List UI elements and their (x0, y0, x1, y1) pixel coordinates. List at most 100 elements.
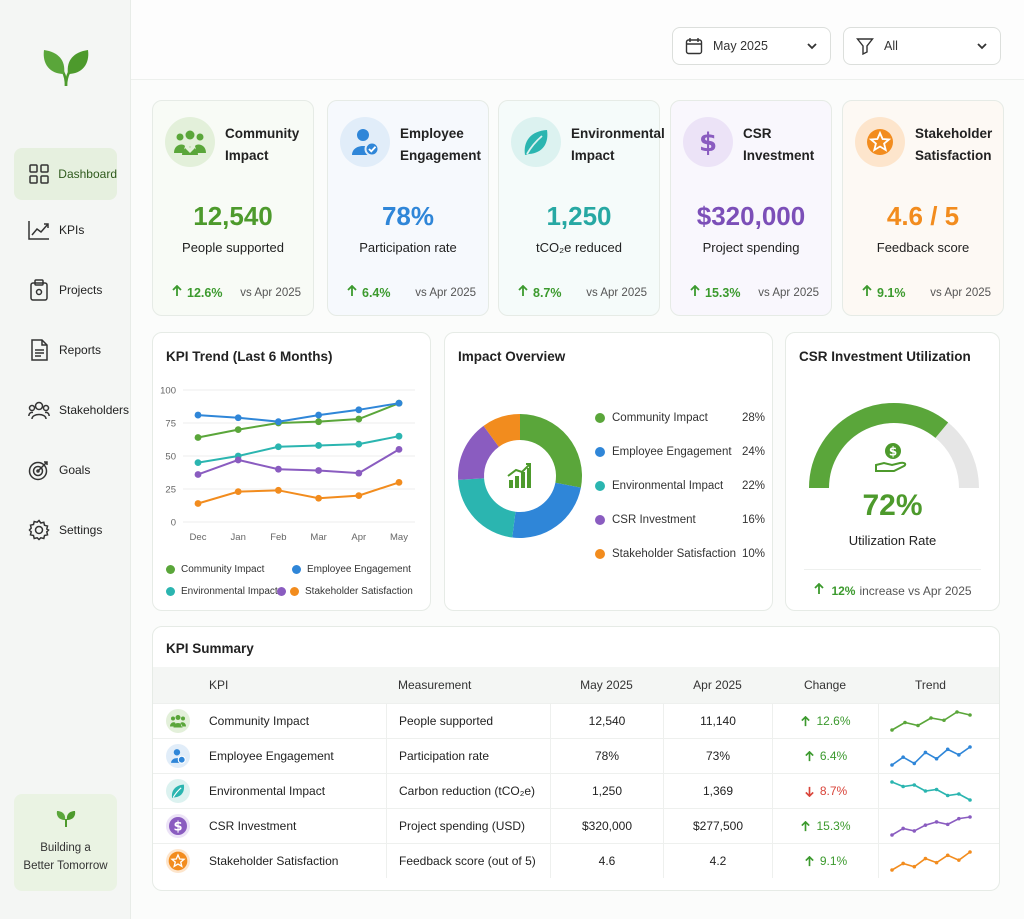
cell-change-value: 6.4% (819, 749, 848, 763)
panel-title: Impact Overview (458, 349, 566, 364)
kpi-title-line-2: Impact (571, 148, 615, 163)
sparkline-path (891, 746, 971, 766)
sidebar-item-projects[interactable]: Projects (14, 264, 117, 316)
kpi-subtitle: Project spending (702, 240, 800, 255)
arrow-up-icon (517, 284, 529, 300)
data-point (315, 411, 322, 419)
kpi-card-environmental[interactable]: Environmental Impact 1,250 tCO₂e reduced… (498, 100, 665, 316)
arrow-up-icon (171, 284, 183, 300)
sparkline-point (923, 823, 928, 827)
x-tick-label: Mar (310, 532, 326, 543)
legend-swatch (595, 447, 605, 457)
table-body: Community Impact People supported 12,540 11… (153, 703, 999, 878)
arrow-up-icon (813, 582, 825, 598)
sparkline-point (890, 728, 894, 732)
sprout-icon (14, 810, 117, 833)
star-icon (855, 117, 905, 167)
sidebar-item-dashboard[interactable]: Dashboard (14, 148, 117, 200)
cell-measurement: Feedback score (out of 5) (386, 844, 550, 878)
data-point (315, 494, 322, 502)
kpi-card-csr[interactable]: $ CSR Investment $320,000 Project spendi… (670, 100, 832, 316)
legend-percent: 24% (741, 446, 765, 458)
legend-swatch (277, 587, 286, 596)
kpi-summary-panel: KPI Summary KPI Measurement May 2025 Apr… (152, 626, 1000, 891)
sidebar-item-label: Goals (59, 463, 91, 477)
series-line-3 (197, 448, 400, 476)
column-header-kpi: KPI (209, 678, 229, 692)
x-tick-label: Feb (270, 532, 286, 543)
data-point (355, 492, 363, 499)
panel-title: KPI Trend (Last 6 Months) (166, 349, 333, 364)
sparkline-point (923, 750, 928, 755)
kpi-title-line-1: CSR (743, 126, 772, 141)
data-point (194, 500, 202, 507)
sparkline-point (912, 829, 917, 833)
sparkline-point (934, 787, 939, 792)
kpi-trend-chart: 0 25 50 75 100 Dec Jan Feb Mar Apr May (160, 386, 415, 543)
employee-icon (340, 117, 390, 167)
data-point (234, 456, 242, 464)
arrow-up-icon (801, 820, 811, 831)
data-point (275, 486, 282, 494)
utilization-value: 72% (862, 489, 923, 522)
y-tick-label: 75 (165, 419, 176, 430)
kpi-title-line-2: Investment (743, 148, 815, 163)
csr-utilization-panel: CSR Investment Utilization $ 72% Utiliza… (785, 332, 1000, 611)
sparkline-point (912, 783, 917, 787)
filter-select[interactable]: All (843, 27, 1001, 65)
legend-label: Employee Engagement (612, 446, 732, 458)
legend-swatch (595, 481, 605, 491)
sidebar-item-label: Settings (59, 523, 103, 537)
arrow-down-icon (805, 786, 814, 797)
impact-donut-chart (458, 414, 582, 538)
table-row[interactable]: Environmental Impact Carbon reduction (tC… (153, 773, 999, 808)
sparkline-path (891, 781, 971, 801)
data-point (194, 411, 202, 419)
sparkline-point (901, 826, 905, 831)
donut-legend-item: Employee Engagement 24% (595, 435, 765, 469)
kpi-card-employee[interactable]: Employee Engagement 78% Participation ra… (327, 100, 489, 316)
arrow-up-icon (805, 855, 814, 866)
legend-swatch (595, 413, 605, 423)
legend-percent: 22% (741, 480, 765, 492)
sparkline-point (957, 816, 961, 821)
legend-percent: 28% (741, 412, 765, 424)
employee-icon (166, 744, 190, 768)
kpi-card-community[interactable]: Community Impact 12,540 People supported… (152, 100, 314, 316)
svg-text:$: $ (173, 820, 182, 835)
sidebar-item-stakeholders[interactable]: Stakeholders (14, 384, 129, 436)
sidebar-item-label: Reports (59, 343, 102, 357)
data-point (194, 434, 202, 441)
table-row[interactable]: Community Impact People supported 12,540 11… (153, 703, 999, 738)
sidebar-item-kpis[interactable]: KPIs (14, 204, 117, 256)
date-select[interactable]: May 2025 (672, 27, 831, 65)
sidebar-item-reports[interactable]: Reports (14, 324, 117, 376)
x-tick-label: Jan (231, 532, 246, 543)
donut-legend-item: CSR Investment 16% (595, 503, 765, 537)
legend-item: Employee Engagement (292, 564, 411, 575)
kpi-card-stakeholder[interactable]: Stakeholder Satisfaction 4.6 / 5 Feedbac… (842, 100, 1004, 316)
series-line-2 (197, 435, 400, 464)
cell-change-value: 12.6% (816, 714, 851, 728)
table-row[interactable]: $ CSR Investment Project spending (USD) $32… (153, 808, 999, 843)
sparkline-point (916, 723, 920, 728)
kpi-comparison: vs Apr 2025 (758, 286, 819, 299)
data-point (234, 414, 242, 422)
table-row[interactable]: Stakeholder Satisfaction Feedback score (… (153, 843, 999, 878)
legend-percent: 16% (741, 514, 765, 526)
table-row[interactable]: Employee Engagement Participation rate 78%… (153, 738, 999, 773)
data-point (194, 459, 202, 466)
data-point (275, 465, 282, 473)
document-icon (28, 339, 50, 361)
sidebar-item-settings[interactable]: Settings (14, 504, 117, 556)
leaf-icon (166, 779, 190, 803)
y-tick-label: 100 (160, 386, 176, 397)
data-point (395, 432, 403, 440)
kpi-value: 1,250 (546, 201, 612, 231)
sparkline-point (945, 793, 950, 798)
sparkline-point (890, 763, 894, 767)
sparkline-path (891, 711, 971, 731)
sidebar-item-goals[interactable]: Goals (14, 444, 117, 496)
arrow-up-icon (861, 284, 873, 300)
sparkline (890, 850, 972, 872)
